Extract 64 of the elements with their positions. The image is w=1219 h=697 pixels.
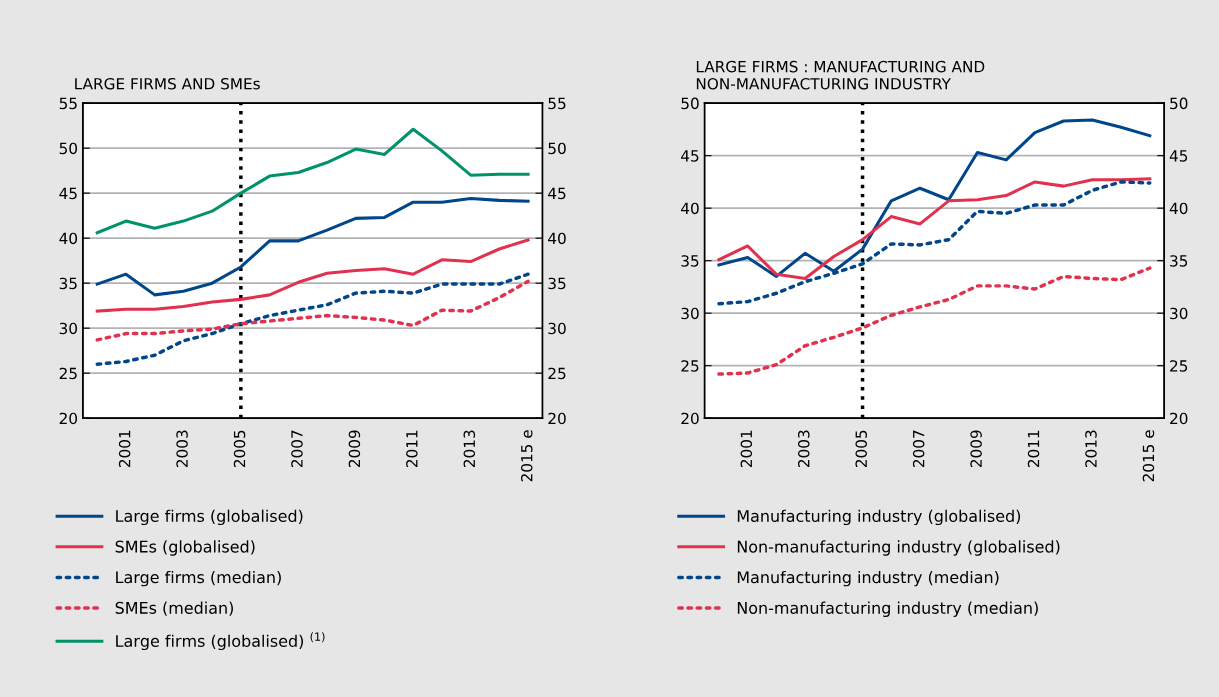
y-tick-label: 25 <box>59 367 77 380</box>
line-series <box>95 279 530 342</box>
x-tick-label: 2005 <box>855 430 867 468</box>
line-series <box>95 197 530 297</box>
y2-tick-label: 25 <box>1170 360 1188 372</box>
x-tick-label: 2015 e <box>520 430 533 482</box>
x-tick-label: 2007 <box>912 430 925 468</box>
y-tick-label: 30 <box>59 322 78 335</box>
y2-tick-label: 20 <box>548 412 566 425</box>
y2-tick-label: 30 <box>1170 307 1188 320</box>
x-tick-label: 2013 <box>1085 430 1097 468</box>
line-series <box>95 127 530 235</box>
y2-tick-label: 25 <box>548 367 566 380</box>
x-tick-label: 2013 <box>463 430 476 468</box>
y-tick-label: 45 <box>681 150 699 162</box>
y2-tick-label: 50 <box>1170 97 1188 110</box>
y-tick-label: 50 <box>59 142 78 155</box>
x-tick-label: 2007 <box>291 430 303 468</box>
y-tick-label: 45 <box>59 187 77 200</box>
y-tick-label: 40 <box>59 232 78 245</box>
legend-label: SMEs (globalised) <box>115 540 255 556</box>
x-tick-label: 2001 <box>118 430 131 468</box>
y2-tick-label: 50 <box>548 142 566 155</box>
line-series <box>717 177 1152 281</box>
y-tick-label: 20 <box>59 412 78 425</box>
y-tick-label: 35 <box>681 255 699 267</box>
line-series <box>717 266 1152 376</box>
y-tick-label: 25 <box>681 360 699 372</box>
x-tick-label: 2011 <box>1027 430 1040 468</box>
y2-tick-label: 40 <box>1169 202 1188 215</box>
legend-label: Non-manufacturing industry (median) <box>737 601 1038 617</box>
x-tick-label: 2011 <box>406 430 418 468</box>
legend-label: Large firms (globalised) <box>116 509 303 526</box>
y-tick-label: 30 <box>681 307 699 320</box>
y-tick-label: 55 <box>59 97 77 110</box>
legend-label: SMEs (median) <box>115 601 233 616</box>
x-tick-label: 2009 <box>970 430 982 468</box>
chart-title: LARGE FIRMS AND SMEs <box>75 77 260 90</box>
y-tick-label: 50 <box>681 97 699 110</box>
x-tick-label: 2003 <box>797 430 810 468</box>
y2-tick-label: 55 <box>548 97 566 110</box>
x-tick-label: 2009 <box>348 430 361 468</box>
x-tick-label: 2015 e <box>1142 430 1155 482</box>
y2-tick-label: 35 <box>1170 255 1188 267</box>
legend-label: Large firms (median) <box>116 570 281 587</box>
y2-tick-label: 40 <box>548 232 566 245</box>
legend-label: Manufacturing industry (globalised) <box>737 509 1021 526</box>
y2-tick-label: 30 <box>548 322 566 335</box>
legend-label: Large firms (globalised) $^{(1)}$ <box>116 632 325 651</box>
x-tick-label: 2003 <box>176 430 188 468</box>
y-tick-label: 35 <box>59 277 77 290</box>
y-tick-label: 20 <box>681 412 699 425</box>
y2-tick-label: 20 <box>1170 412 1188 425</box>
chart-title: LARGE FIRMS : MANUFACTURING AND NON-MANUFACTURING INDUSTRY <box>696 60 985 90</box>
line-series <box>95 238 530 313</box>
x-tick-label: 2001 <box>740 430 753 468</box>
legend-label: Manufacturing industry (median) <box>737 570 999 587</box>
y2-tick-label: 35 <box>548 277 566 290</box>
legend-label: Non-manufacturing industry (globalised) <box>737 540 1060 556</box>
line-series <box>95 272 530 366</box>
y2-tick-label: 45 <box>548 187 566 200</box>
y-tick-label: 40 <box>681 202 699 215</box>
y2-tick-label: 45 <box>1169 150 1188 162</box>
x-tick-label: 2005 <box>233 430 246 468</box>
